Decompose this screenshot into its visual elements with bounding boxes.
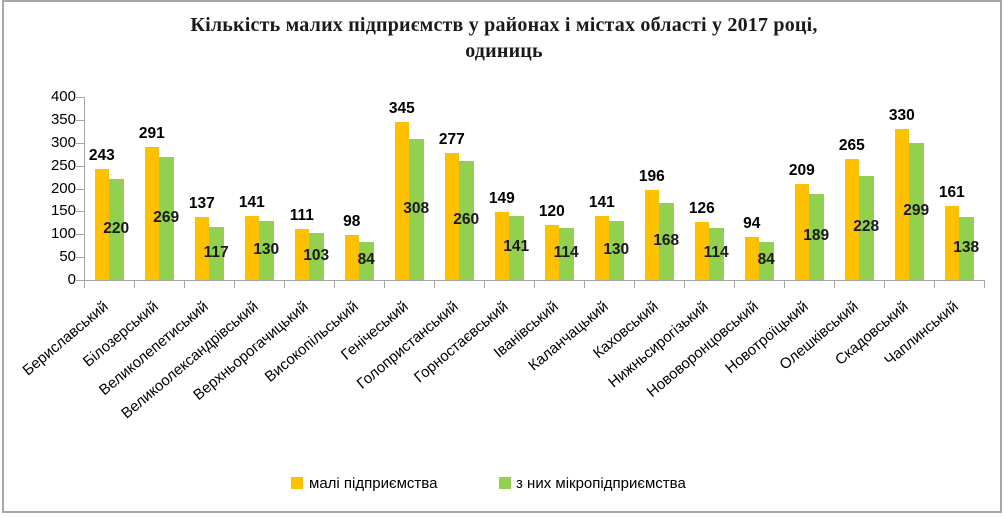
svg-text:Генічеський: Генічеський: [338, 298, 412, 364]
svg-text:Олешківський: Олешківський: [776, 298, 861, 373]
svg-text:Нововоронцовський: Нововоронцовський: [644, 298, 762, 401]
svg-text:Скадовський: Скадовський: [832, 298, 912, 369]
svg-text:Чаплинський: Чаплинський: [881, 298, 961, 369]
svg-text:Горностаєвський: Горностаєвський: [411, 298, 512, 386]
svg-text:Великолепетиський: Великолепетиський: [96, 298, 212, 399]
svg-text:Бериславський: Бериславський: [19, 298, 111, 379]
svg-text:Високопільський: Високопільський: [262, 298, 362, 386]
svg-text:Голопристанський: Голопристанський: [354, 298, 462, 392]
svg-text:Нижньсирогізький: Нижньсирогізький: [605, 298, 711, 391]
svg-text:Іванівський: Іванівський: [491, 298, 562, 361]
svg-text:Каховський: Каховський: [590, 298, 662, 362]
svg-text:Верхньорогачицький: Верхньорогачицький: [190, 298, 311, 404]
svg-text:Великоолександрівський: Великоолександрівський: [118, 298, 261, 422]
svg-text:Новотроїцький: Новотроїцький: [722, 298, 811, 377]
svg-text:Каланчацький: Каланчацький: [525, 298, 611, 374]
svg-text:Білозерський: Білозерський: [80, 298, 162, 370]
